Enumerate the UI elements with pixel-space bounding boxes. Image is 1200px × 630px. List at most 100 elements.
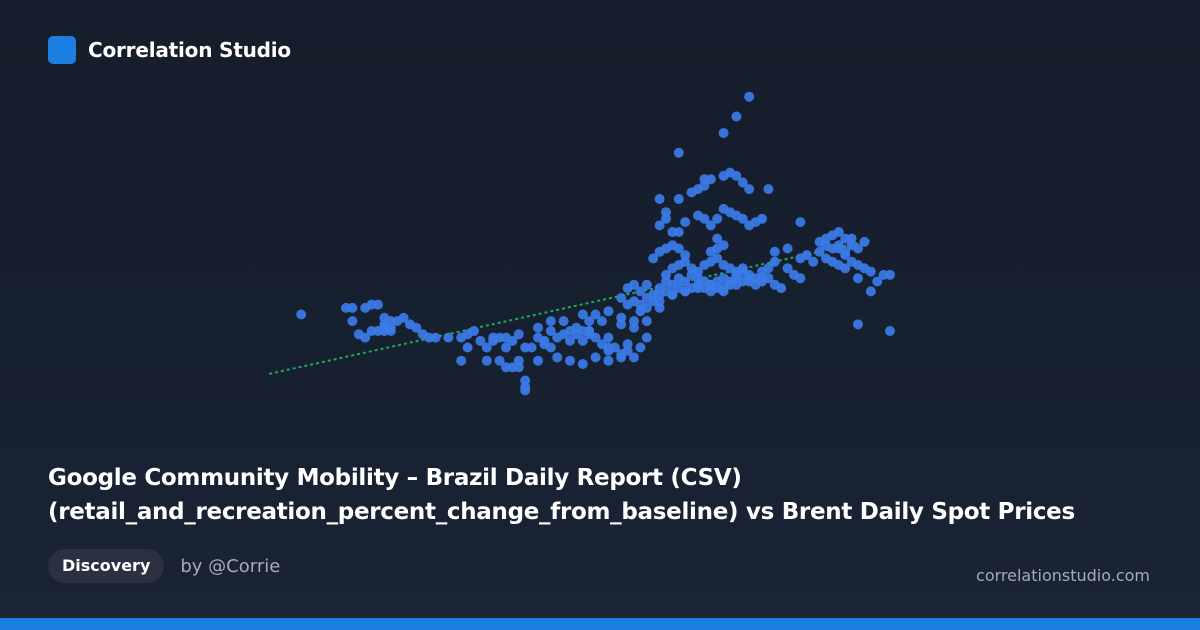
author-link[interactable]: by @Corrie [180,555,281,577]
trend-line [268,239,872,375]
data-point [590,309,601,320]
data-point [680,217,691,228]
data-point [360,332,371,343]
data-point [763,273,774,284]
data-point [757,213,767,224]
data-point [654,194,665,204]
data-point [840,263,851,274]
data-point [859,236,870,247]
data-point [641,332,652,343]
page-title: Google Community Mobility – Brazil Daily… [48,461,1158,529]
data-point [565,355,575,366]
data-point [885,326,895,336]
data-point [776,283,787,294]
data-point [712,233,723,244]
data-point [603,332,614,343]
data-point [462,342,473,353]
data-point [462,329,473,340]
data-point [744,273,755,284]
data-point [533,355,543,366]
data-point [661,269,671,280]
data-point [552,352,563,363]
data-point [673,147,684,158]
data-point [590,352,601,363]
data-point [699,213,710,224]
data-point [494,355,505,366]
data-point [865,266,876,277]
title-line-2: (retail_and_recreation_percent_change_fr… [48,499,1075,525]
data-point [763,184,774,195]
data-point [782,243,793,254]
data-point [661,207,671,218]
data-point [654,220,665,231]
data-point [693,266,703,277]
data-point [603,345,614,356]
data-point [737,213,748,224]
data-point [539,335,550,346]
data-point [520,385,531,396]
data-point [795,217,806,228]
data-point [545,316,556,327]
data-point [865,286,876,297]
data-point [667,289,678,300]
data-point [577,359,588,369]
data-point [814,246,825,257]
data-point [872,276,883,287]
data-point [616,352,627,363]
data-point [737,263,748,274]
data-point [641,316,652,327]
data-point [801,250,812,261]
data-point [648,296,659,307]
data-point [641,279,652,290]
brand: Correlation Studio [48,36,291,64]
data-point [648,253,659,264]
data-point [347,316,358,327]
data-point [725,263,735,274]
data-point [603,355,614,366]
title-line-1: Google Community Mobility – Brazil Daily… [48,465,742,491]
data-point [699,174,710,185]
data-point [853,243,863,254]
data-point [347,302,358,313]
data-point [680,250,691,261]
data-point [635,286,646,297]
data-point [731,170,742,181]
data-point [545,342,556,353]
data-point [456,355,467,366]
data-point [379,322,390,333]
data-point [616,293,627,303]
data-point [481,355,492,366]
discovery-badge[interactable]: Discovery [48,549,165,583]
data-point [513,329,524,340]
data-point [641,302,652,313]
square-logo-icon [48,36,76,64]
data-point [405,319,415,330]
data-point [385,316,396,327]
data-point [584,316,595,327]
data-point [795,273,806,284]
data-point [616,319,627,330]
data-point [629,279,639,290]
data-point [744,184,755,195]
data-point [840,246,851,257]
data-point [718,128,729,138]
data-point [673,243,684,254]
data-point [565,335,575,346]
data-point [673,194,684,204]
data-point [769,246,780,257]
data-point [507,335,518,346]
data-point [501,342,511,353]
data-point [680,276,691,287]
data-point [558,316,569,327]
data-point [622,345,633,356]
data-point [597,316,607,327]
data-point [577,309,588,320]
scatter-plot [268,91,895,396]
brand-name: Correlation Studio [88,38,291,62]
data-point [629,322,639,333]
data-point [526,342,537,353]
data-point [481,342,492,353]
site-url[interactable]: correlationstudio.com [976,566,1150,585]
data-point [833,240,844,251]
data-point [373,299,383,310]
